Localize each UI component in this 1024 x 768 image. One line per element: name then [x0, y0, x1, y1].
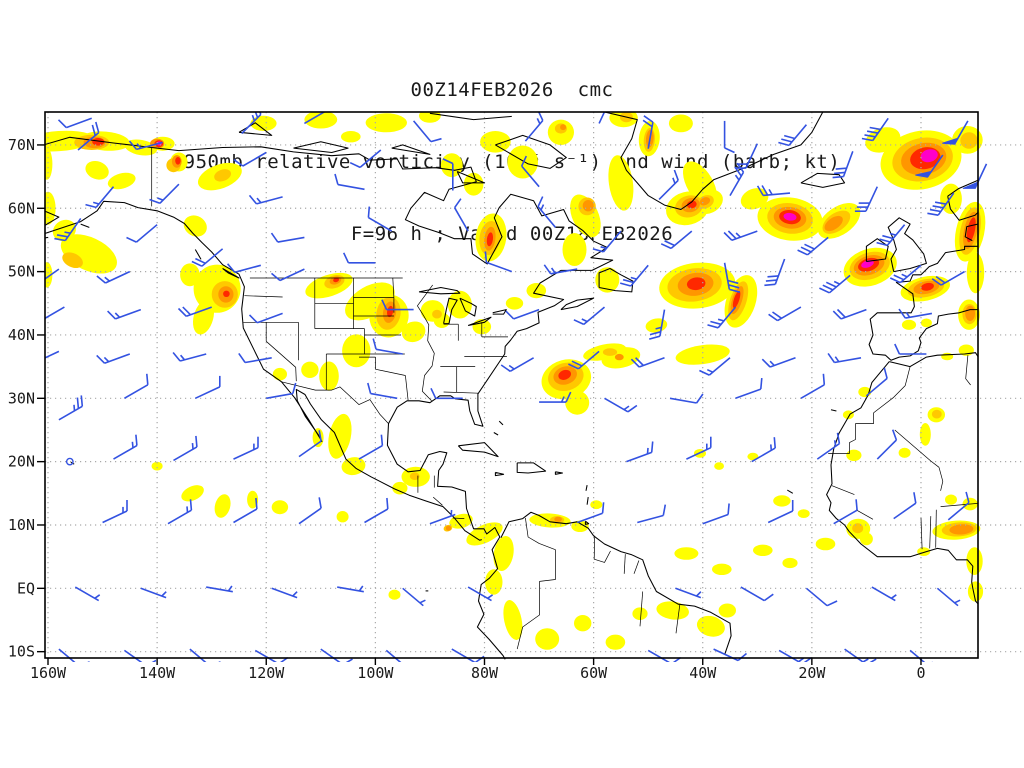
map-inner	[45, 112, 1024, 662]
title-field-line: 950mb relative vorticity (10⁻⁵ s⁻¹) and …	[183, 151, 841, 173]
lat-tick-label: 60N	[8, 199, 35, 217]
lat-tick-label: 40N	[8, 326, 35, 344]
lat-tick-label: 70N	[8, 136, 35, 154]
title-run-line: 00Z14FEB2026 cmc	[410, 79, 614, 101]
lon-tick-label: 60W	[580, 664, 608, 682]
lon-tick-label: 0	[916, 664, 925, 682]
lon-tick-label: 80W	[471, 664, 499, 682]
axis-labels: 70N 60N 50N 40N 30N 20N 10N EQ 10S 160W 140W 120W 10…	[8, 136, 926, 682]
vorticity-layer	[45, 112, 986, 650]
map-frame	[44, 111, 979, 659]
lat-tick-label: 20N	[8, 453, 35, 471]
political-borders	[151, 147, 978, 650]
chart-titles: 00Z14FEB2026 cmc 950mb relative vorticit…	[0, 30, 1024, 294]
lat-tick-label: 50N	[8, 263, 35, 281]
lon-tick-label: 20W	[798, 664, 826, 682]
lat-tick-label: 10N	[8, 516, 35, 534]
lon-tick-label: 140W	[139, 664, 176, 682]
lat-tick-label: 30N	[8, 389, 35, 407]
lon-tick-label: 40W	[689, 664, 717, 682]
lon-tick-label: 100W	[357, 664, 394, 682]
lat-tick-label: 10S	[8, 643, 35, 661]
grid-lines	[45, 112, 1024, 658]
coastlines	[45, 112, 979, 660]
lon-tick-label: 120W	[248, 664, 285, 682]
lon-tick-label: 160W	[30, 664, 67, 682]
wind-barbs	[45, 112, 988, 662]
lat-tick-label: EQ	[17, 579, 35, 597]
